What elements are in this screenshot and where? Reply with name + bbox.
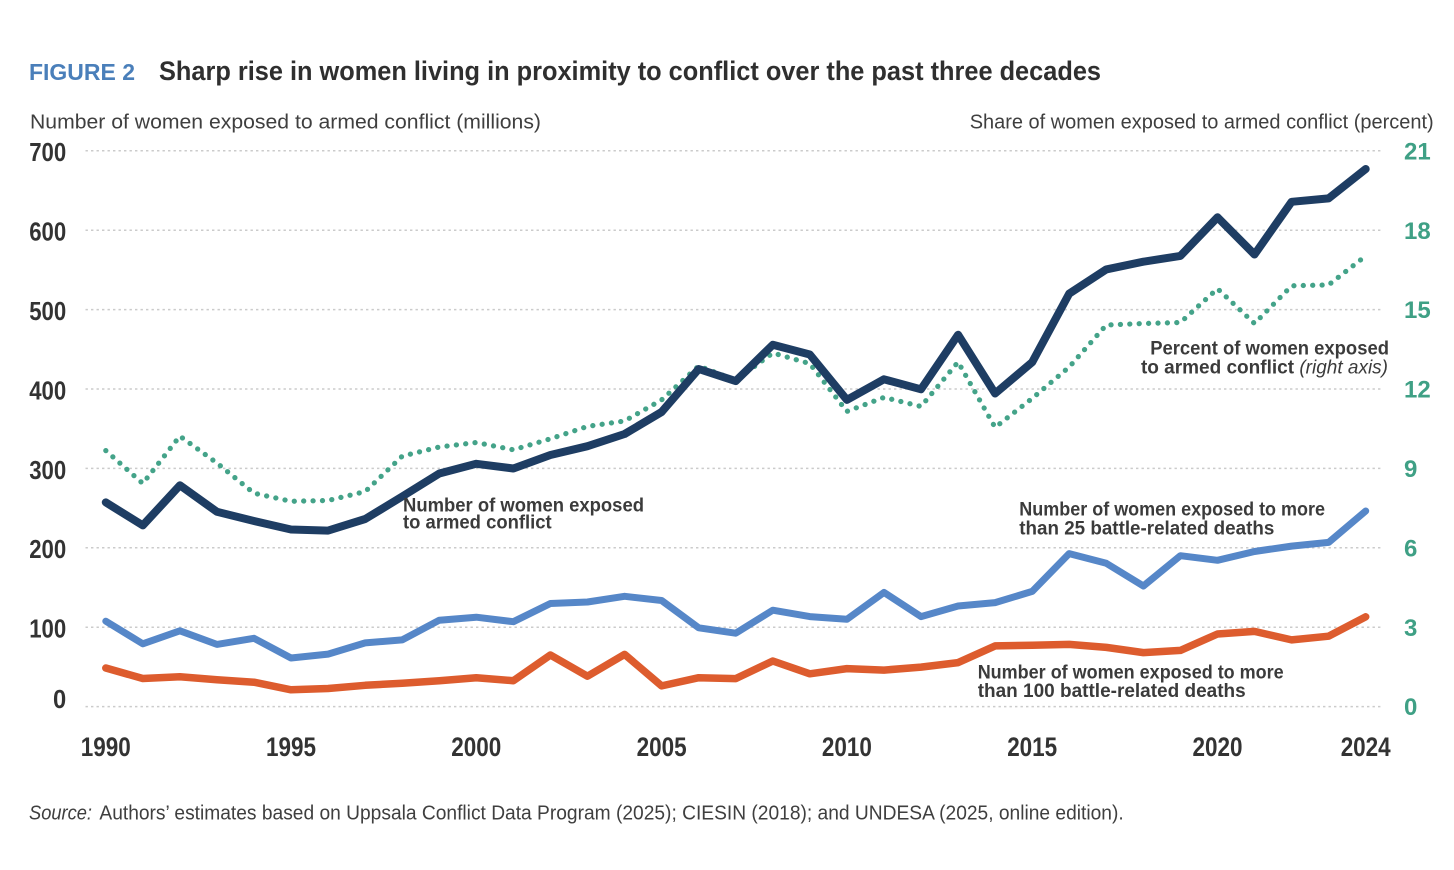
svg-text:1995: 1995 [266, 732, 316, 762]
svg-text:3: 3 [1404, 615, 1417, 642]
svg-text:than 25 battle-related deaths: than 25 battle-related deaths [1019, 519, 1274, 540]
svg-text:2015: 2015 [1007, 732, 1057, 762]
svg-text:9: 9 [1404, 456, 1417, 483]
svg-text:18: 18 [1404, 218, 1431, 245]
svg-text:2024: 2024 [1341, 732, 1391, 762]
svg-text:2000: 2000 [451, 732, 501, 762]
svg-text:0: 0 [53, 684, 66, 714]
svg-text:FIGURE 2: FIGURE 2 [29, 59, 135, 85]
svg-text:400: 400 [29, 375, 66, 405]
svg-text:21: 21 [1404, 138, 1431, 165]
svg-text:Number of women exposed to arm: Number of women exposed to armed conflic… [30, 112, 541, 134]
svg-text:to armed conflict: to armed conflict [403, 513, 552, 534]
svg-text:6: 6 [1404, 535, 1417, 562]
svg-text:2010: 2010 [822, 732, 872, 762]
svg-text:to armed conflict (right axis): to armed conflict (right axis) [1141, 357, 1388, 378]
svg-text:600: 600 [29, 217, 66, 247]
svg-text:300: 300 [29, 455, 66, 485]
svg-text:Number of women exposed to mor: Number of women exposed to more [978, 663, 1284, 684]
svg-text:15: 15 [1404, 297, 1431, 324]
svg-text:100: 100 [29, 614, 66, 644]
svg-text:0: 0 [1404, 694, 1417, 721]
svg-text:12: 12 [1404, 377, 1431, 404]
svg-text:Source:: Source: [29, 803, 92, 825]
svg-text:than 100 battle-related deaths: than 100 battle-related deaths [978, 681, 1246, 702]
svg-text:Percent of women exposed: Percent of women exposed [1150, 339, 1389, 360]
svg-text:Number of women exposed: Number of women exposed [403, 496, 644, 517]
svg-text:2020: 2020 [1193, 732, 1243, 762]
svg-text:2005: 2005 [637, 732, 687, 762]
svg-text:700: 700 [29, 137, 66, 167]
svg-text:200: 200 [29, 534, 66, 564]
svg-text:Authors’ estimates based on Up: Authors’ estimates based on Uppsala Conf… [99, 803, 1123, 825]
svg-text:500: 500 [29, 296, 66, 326]
svg-text:1990: 1990 [81, 732, 131, 762]
svg-text:Sharp rise in women living in: Sharp rise in women living in proximity … [159, 56, 1101, 86]
svg-text:Share of women exposed to arme: Share of women exposed to armed conflict… [970, 112, 1434, 134]
svg-text:Number of women exposed to mor: Number of women exposed to more [1019, 499, 1325, 520]
